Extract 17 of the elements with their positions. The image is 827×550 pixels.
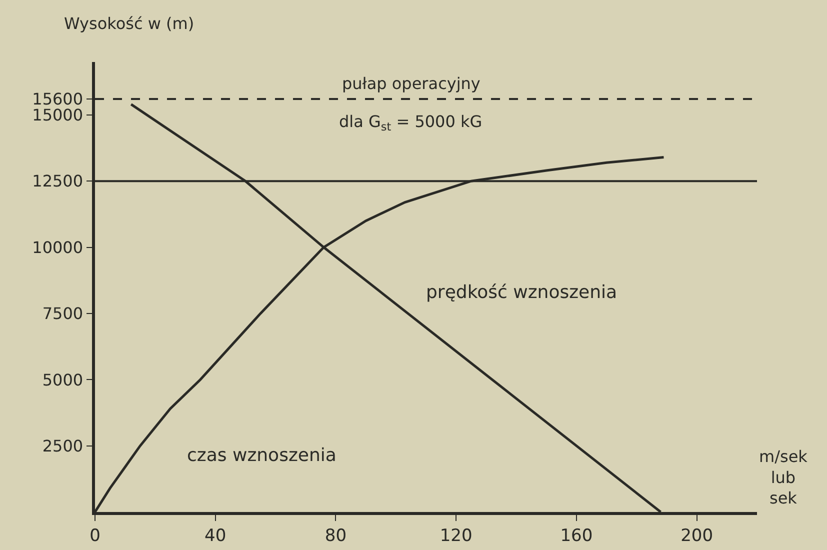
- ref-line-label: pułap operacyjny: [342, 74, 480, 93]
- series-label: prędkość wznoszenia: [426, 282, 618, 303]
- y-tick-label: 7500: [42, 304, 84, 324]
- x-axis-title: m/sek lub sek: [759, 447, 808, 508]
- y-axis-title: Wysokość w (m): [64, 14, 194, 33]
- x-tick-label: 160: [560, 526, 593, 546]
- x-tick-label: 120: [440, 526, 472, 546]
- y-tick-label: 2500: [42, 436, 84, 456]
- annotation: dla G$_{st}$ = 5000 kG: [339, 112, 482, 134]
- x-tick-label: 40: [204, 526, 226, 546]
- x-tick-label: 80: [324, 526, 347, 546]
- x-tick-label: 200: [680, 526, 714, 546]
- y-tick-label: 12500: [32, 172, 84, 191]
- y-tick-label: 10000: [32, 238, 84, 257]
- series-label: czas wznoszenia: [187, 445, 336, 466]
- x-tick-label: 0: [90, 526, 100, 546]
- y-tick-label: 5000: [42, 370, 84, 390]
